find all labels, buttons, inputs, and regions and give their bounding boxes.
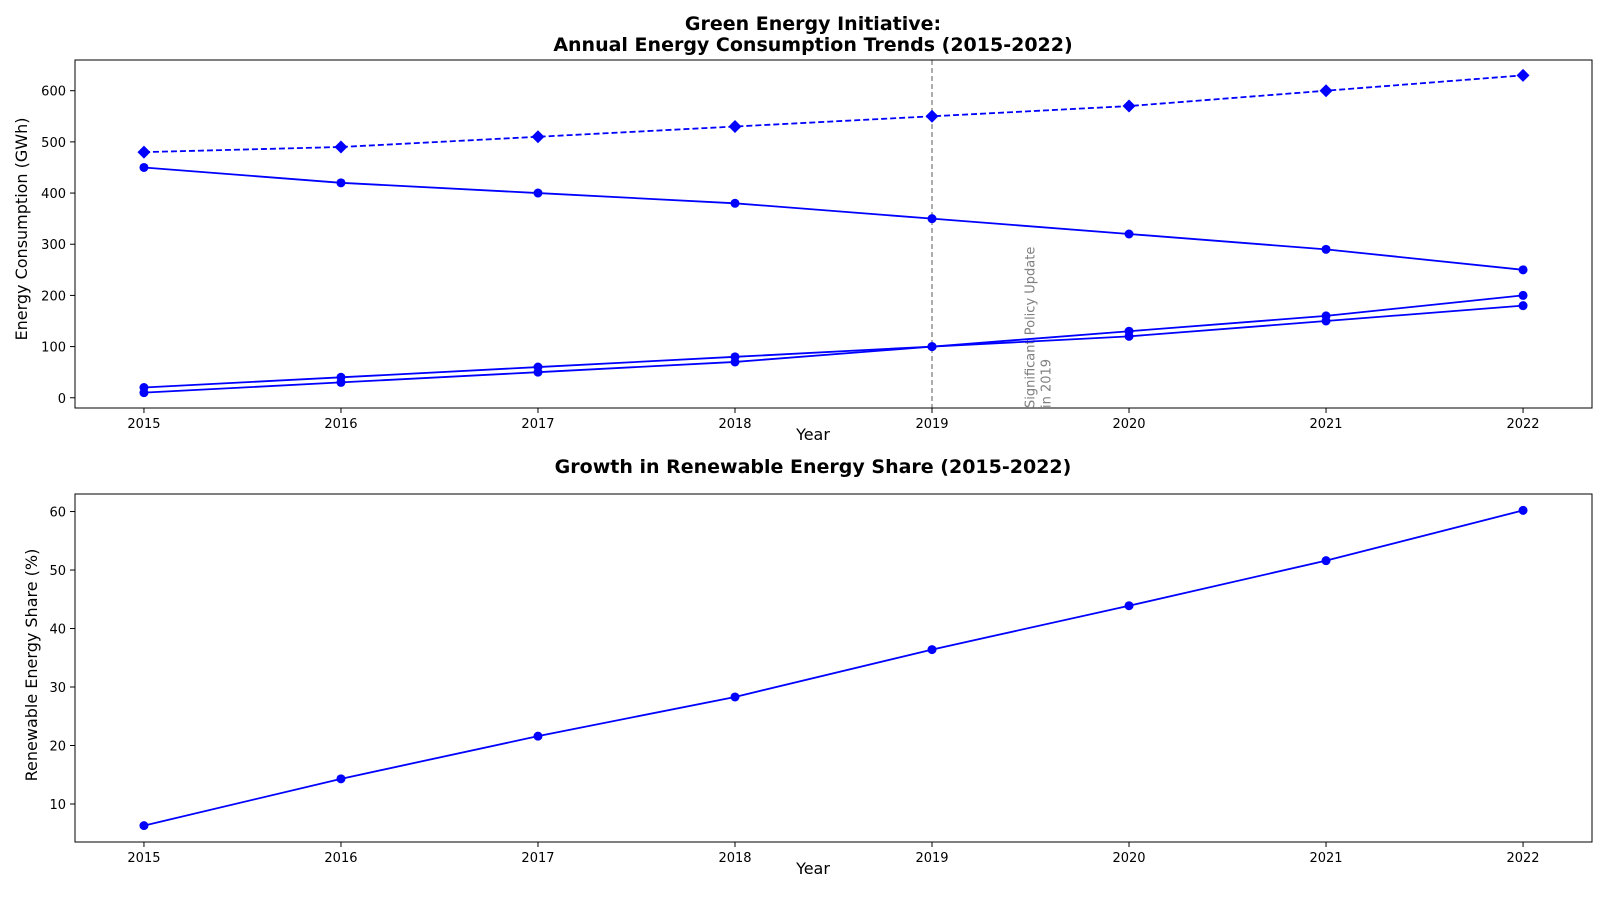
data-point: [1124, 331, 1134, 341]
data-point: [336, 178, 346, 188]
series-line: [143, 509, 1524, 827]
y-tick-label: 300: [41, 238, 66, 253]
y-tick-label: 40: [49, 623, 66, 638]
x-tick-label: 2019: [915, 417, 948, 432]
y-tick-label: 500: [41, 136, 66, 151]
y-tick-label: 200: [41, 289, 66, 304]
data-point: [730, 692, 740, 702]
x-tick-label: 2019: [915, 851, 948, 866]
x-tick-label: 2020: [1112, 851, 1145, 866]
data-point-diamond: [137, 145, 151, 159]
x-tick-label: 2018: [718, 851, 751, 866]
y-tick-label: 100: [41, 341, 66, 356]
data-point: [533, 188, 543, 198]
data-point: [1124, 601, 1134, 611]
y-tick-label: 600: [41, 85, 66, 100]
chart-title: Growth in Renewable Energy Share (2015-2…: [555, 456, 1072, 478]
series-group: [139, 505, 1528, 831]
data-point: [336, 774, 346, 784]
data-point: [533, 367, 543, 377]
axis-ticks: 2015 2016 2017 2018 2019 2020 2021 2022 10 20 30 40…: [49, 506, 1539, 866]
x-tick-label: 2015: [127, 417, 160, 432]
y-tick-label: 10: [49, 798, 66, 813]
annotation-line1: Significant Policy Update: [1024, 247, 1039, 408]
data-point-diamond: [531, 130, 545, 144]
x-tick-label: 2021: [1309, 417, 1342, 432]
y-axis-label: Renewable Energy Share (%): [22, 549, 41, 782]
series-group: [137, 68, 1530, 398]
data-point: [1518, 505, 1528, 515]
y-tick-label: 30: [49, 681, 66, 696]
axis-ticks: 2015 2016 2017 2018 2019 2020 2021 2022 0 100 200 3…: [41, 85, 1539, 432]
data-point: [1321, 556, 1331, 566]
consumption-chart: Green Energy Initiative: Annual Energy C…: [12, 13, 1593, 444]
y-tick-label: 60: [49, 506, 66, 521]
data-point-diamond: [334, 140, 348, 154]
x-tick-label: 2020: [1112, 417, 1145, 432]
series-line: [143, 304, 1524, 394]
renewable-share-chart: Growth in Renewable Energy Share (2015-2…: [22, 456, 1593, 878]
x-axis-label: Year: [795, 859, 830, 878]
x-tick-label: 2021: [1309, 851, 1342, 866]
y-tick-label: 400: [41, 187, 66, 202]
x-tick-label: 2015: [127, 851, 160, 866]
series-line: [143, 166, 1524, 271]
plot-frame: [74, 59, 1593, 409]
data-point-diamond: [1122, 99, 1136, 113]
data-point: [927, 645, 937, 655]
data-point-diamond: [728, 120, 742, 134]
data-point: [1321, 244, 1331, 254]
data-point: [1321, 316, 1331, 326]
data-point: [336, 377, 346, 387]
x-tick-label: 2016: [324, 851, 357, 866]
x-tick-label: 2022: [1506, 851, 1539, 866]
data-point-diamond: [1319, 84, 1333, 98]
data-point: [730, 198, 740, 208]
data-point: [730, 357, 740, 367]
series-line: [143, 74, 1524, 154]
data-point: [139, 821, 149, 831]
series-line: [143, 294, 1524, 389]
y-tick-label: 50: [49, 564, 66, 579]
chart-title-line2: Annual Energy Consumption Trends (2015-2…: [553, 34, 1072, 56]
data-point: [139, 162, 149, 172]
y-tick-label: 20: [49, 739, 66, 754]
data-point: [533, 731, 543, 741]
data-point: [1518, 265, 1528, 275]
data-point: [927, 342, 937, 352]
plot-frame: [74, 493, 1593, 843]
data-point-diamond: [1516, 68, 1530, 82]
x-tick-label: 2017: [521, 417, 554, 432]
x-tick-label: 2022: [1506, 417, 1539, 432]
data-point: [1518, 290, 1528, 300]
y-tick-label: 0: [58, 392, 66, 407]
data-point: [927, 214, 937, 224]
data-point-diamond: [925, 109, 939, 123]
x-axis-label: Year: [795, 425, 830, 444]
chart-title-line1: Green Energy Initiative:: [685, 13, 941, 35]
x-tick-label: 2017: [521, 851, 554, 866]
data-point: [1124, 229, 1134, 239]
x-tick-label: 2016: [324, 417, 357, 432]
annotation-line2: in 2019: [1040, 359, 1055, 408]
x-tick-label: 2018: [718, 417, 751, 432]
data-point: [139, 388, 149, 398]
y-axis-label: Energy Consumption (GWh): [12, 118, 31, 341]
data-point: [1518, 301, 1528, 311]
